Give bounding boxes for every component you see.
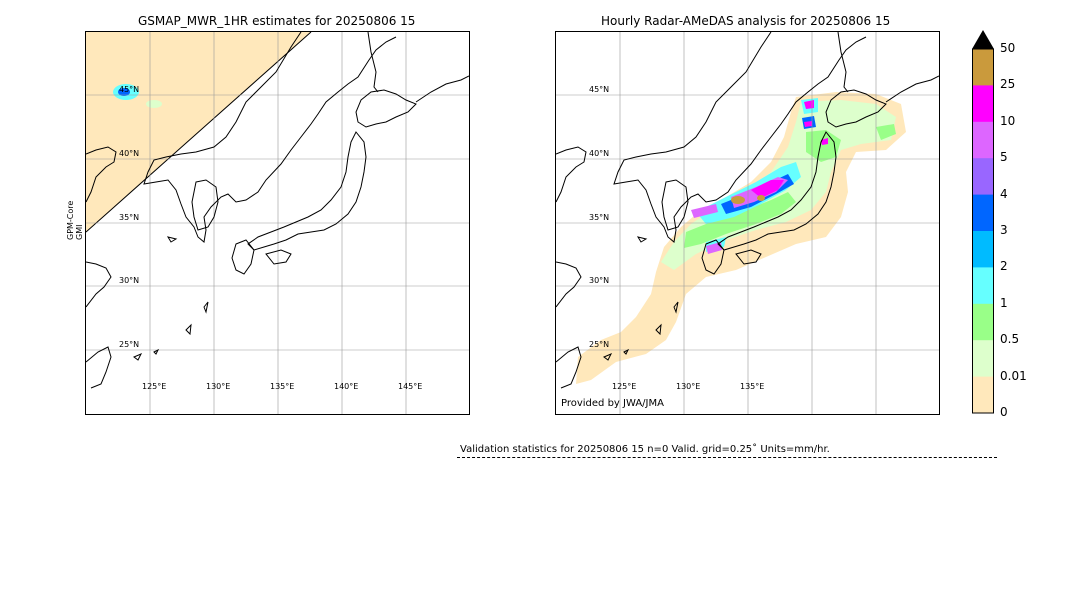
left-lon-label: 135°E <box>270 382 295 391</box>
left-precip-core <box>118 88 130 96</box>
colorbar-segment <box>972 194 994 232</box>
colorbar-svg <box>972 30 994 414</box>
colorbar-tick-label: 10 <box>1000 113 1016 128</box>
colorbar-segment <box>972 231 994 268</box>
left-swath-edge <box>86 32 312 233</box>
right-lon-label: 135°E <box>740 382 765 391</box>
validation-statistics: Validation statistics for 20250806 15 n=… <box>460 444 830 455</box>
left-lon-label: 130°E <box>206 382 231 391</box>
colorbar-segment <box>972 303 994 341</box>
sensor-label-line2: GMI <box>75 224 84 240</box>
left-map-title: GSMAP_MWR_1HR estimates for 20250806 15 <box>138 14 416 28</box>
right-lat-label: 40°N <box>589 149 610 158</box>
left-lat-label: 45°N <box>119 85 140 94</box>
right-lon-label: 130°E <box>676 382 701 391</box>
colorbar-tick-label: 0 <box>1000 405 1008 419</box>
colorbar-tick-label: 25 <box>1000 77 1016 92</box>
left-lat-label: 40°N <box>119 149 140 158</box>
colorbar-segments <box>972 49 994 414</box>
left-map-sensor-label: GPM-Core GMI <box>66 201 84 240</box>
colorbar-tick-label: 50 <box>1000 41 1016 55</box>
colorbar-segment <box>972 340 994 378</box>
colorbar-tick-label: 1 <box>1000 295 1008 310</box>
left-lat-label: 35°N <box>119 213 140 222</box>
colorbar-outline <box>972 48 994 414</box>
colorbar-tick-label: 0.01 <box>1000 368 1027 383</box>
colorbar-segment <box>972 158 994 196</box>
colorbar-tick-label: 4 <box>1000 186 1008 201</box>
validation-divider <box>457 457 997 458</box>
right-map-panel: 45°N 40°N 35°N 30°N 25°N 125°E 130°E 135… <box>555 31 940 415</box>
right-coastlines <box>556 32 939 389</box>
right-precip-heavy <box>731 195 765 204</box>
right-lat-label: 25°N <box>589 340 610 349</box>
left-lon-label: 125°E <box>142 382 167 391</box>
left-precip-light <box>146 100 162 108</box>
right-lon-label: 125°E <box>612 382 637 391</box>
right-precip-magenta <box>751 100 828 198</box>
right-lat-label: 30°N <box>589 276 610 285</box>
right-map-canvas <box>556 32 939 414</box>
right-precip-green <box>684 124 896 248</box>
provided-by-label: Provided by JWA/JMA <box>561 398 664 409</box>
right-lat-label: 45°N <box>589 85 610 94</box>
left-grid <box>86 32 469 414</box>
colorbar-segment <box>972 121 994 159</box>
left-lon-label: 140°E <box>334 382 359 391</box>
colorbar-tick-label: 2 <box>1000 259 1008 274</box>
left-lon-label: 145°E <box>398 382 423 391</box>
left-lat-label: 25°N <box>119 340 140 349</box>
colorbar-tick-label: 5 <box>1000 150 1008 165</box>
colorbar-extend-arrow <box>972 30 994 49</box>
left-map-canvas <box>86 32 469 414</box>
sensor-label-line1: GPM-Core <box>66 200 75 240</box>
colorbar <box>972 30 994 414</box>
colorbar-segment <box>972 85 994 123</box>
colorbar-segment <box>972 49 994 86</box>
right-lat-label: 35°N <box>589 213 610 222</box>
right-grid <box>556 32 939 414</box>
colorbar-tick-label: 3 <box>1000 223 1008 237</box>
left-map-panel: 45°N 40°N 35°N 30°N 25°N 125°E 130°E 135… <box>85 31 470 415</box>
left-coastlines <box>86 32 469 389</box>
colorbar-tick-label: 0.5 <box>1000 332 1020 347</box>
colorbar-segment <box>972 267 994 305</box>
colorbar-segment <box>972 376 994 414</box>
left-lat-label: 30°N <box>119 276 140 285</box>
right-map-title: Hourly Radar-AMeDAS analysis for 2025080… <box>601 14 891 28</box>
